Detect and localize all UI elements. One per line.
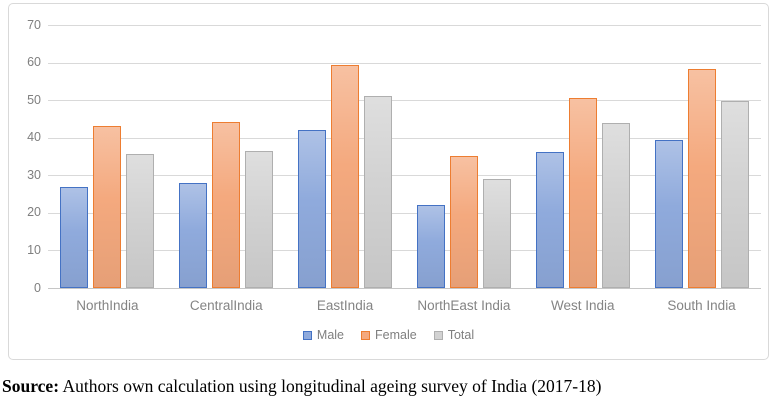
bar-group-1	[167, 25, 286, 288]
legend-swatch-icon	[302, 330, 312, 340]
bar-total-2	[364, 96, 393, 288]
bar-total-1	[245, 151, 274, 288]
bar-male-0	[60, 187, 89, 288]
legend-label: Male	[316, 328, 344, 342]
bar-male-5	[654, 139, 683, 288]
source-note-text: Authors own calculation using longitudin…	[59, 376, 602, 396]
y-tick-label-70: 70	[27, 17, 41, 32]
x-category-label-2: EastIndia	[316, 298, 374, 313]
bar-total-4	[601, 122, 630, 288]
legend-swatch-icon	[433, 330, 443, 340]
gridline-70	[48, 25, 761, 26]
bar-female-5	[687, 69, 716, 288]
bar-total-3	[482, 179, 511, 288]
source-note: Source: Authors own calculation using lo…	[2, 372, 772, 400]
plot-area	[48, 25, 761, 288]
legend-swatch-icon	[361, 330, 370, 340]
legend-item-total: Total	[433, 328, 475, 342]
x-category-label-5: South India	[667, 298, 736, 313]
x-axis-line	[48, 288, 761, 289]
legend-label: Female	[375, 328, 417, 342]
bar-male-2	[298, 130, 327, 288]
bar-group-5	[642, 25, 761, 288]
x-category-label-0: NorthIndia	[76, 298, 139, 313]
gridline-60	[48, 62, 761, 64]
bar-group-4	[523, 25, 642, 288]
gridline-30	[48, 175, 761, 177]
legend-item-male: Male	[302, 328, 344, 342]
bar-total-0	[126, 153, 155, 288]
gridline-10	[48, 250, 761, 252]
bar-male-1	[179, 182, 208, 288]
gridline-50	[48, 100, 761, 102]
bar-female-0	[93, 125, 122, 288]
y-tick-label-10: 10	[27, 242, 41, 257]
y-tick-label-40: 40	[27, 130, 41, 145]
chart-legend: Male Female Total	[9, 328, 768, 342]
legend-item-female: Female	[361, 328, 417, 342]
bar-male-4	[535, 152, 564, 288]
bar-group-2	[286, 25, 405, 288]
legend-label: Total	[447, 328, 475, 342]
y-tick-label-20: 20	[27, 205, 41, 220]
y-tick-label-50: 50	[27, 92, 41, 107]
bar-group-3	[404, 25, 523, 288]
bar-chart: 0 10 20 30 40 50 60 70 NorthIndia CentralIndia Ea…	[8, 3, 769, 360]
y-tick-label-30: 30	[27, 167, 41, 182]
x-category-label-3: NorthEast India	[417, 298, 511, 313]
bar-total-5	[720, 100, 749, 288]
y-tick-label-60: 60	[27, 55, 41, 70]
bar-female-4	[568, 97, 597, 288]
bar-female-1	[212, 121, 241, 288]
gridline-20	[48, 212, 761, 214]
y-tick-label-0: 0	[34, 280, 41, 295]
x-category-label-1: CentralIndia	[189, 298, 263, 313]
bar-group-0	[48, 25, 167, 288]
bar-female-2	[331, 65, 360, 288]
x-category-label-4: West India	[550, 298, 615, 313]
x-axis-category-labels: NorthIndia CentralIndia EastIndia NorthEast…	[48, 298, 761, 313]
source-note-prefix: Source:	[2, 376, 60, 396]
bar-female-3	[449, 156, 478, 288]
bar-male-3	[416, 205, 445, 288]
gridline-40	[48, 137, 761, 139]
